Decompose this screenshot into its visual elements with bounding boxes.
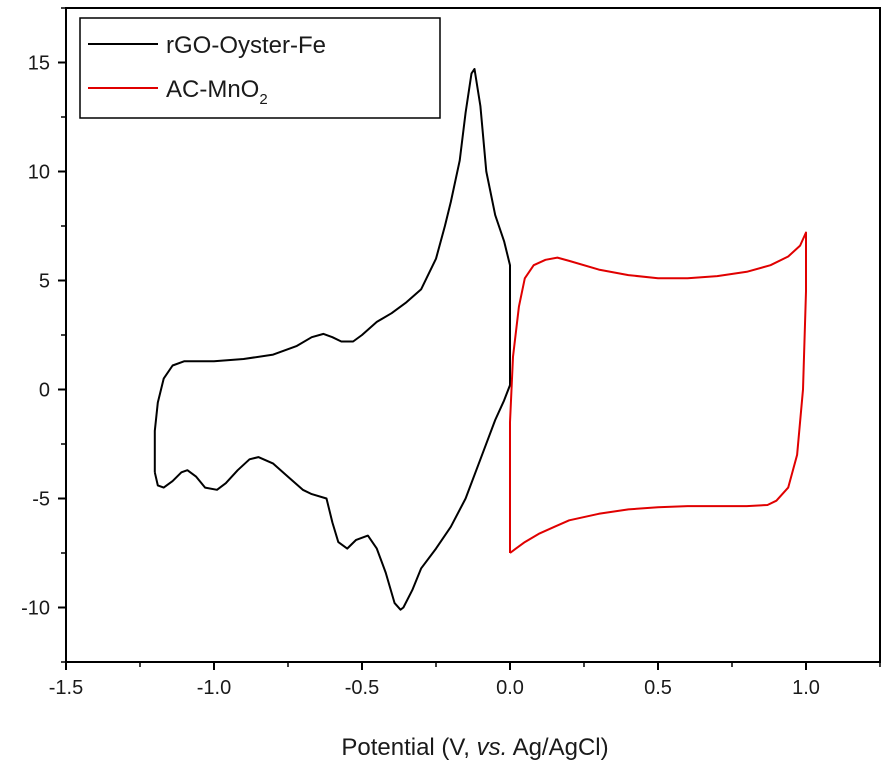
y-tick-label: 10 xyxy=(28,162,50,184)
y-tick-label: 0 xyxy=(39,380,50,402)
legend-subscript: 2 xyxy=(259,91,267,108)
x-axis-title: Potential (V, vs. Ag/AgCl) xyxy=(341,734,608,761)
x-tick-label: 0.5 xyxy=(644,677,672,699)
series-line-rgo-oyster-fe xyxy=(153,68,511,611)
y-tick-label: -10 xyxy=(21,598,50,620)
plot-layer xyxy=(153,68,807,611)
x-tick-label: 0.0 xyxy=(496,677,524,699)
y-tick-label: 15 xyxy=(28,53,50,75)
legend-label: rGO-Oyster-Fe xyxy=(166,32,326,59)
y-tick-label: 5 xyxy=(39,271,50,293)
x-tick-label: -0.5 xyxy=(345,677,379,699)
x-tick-label: -1.0 xyxy=(197,677,231,699)
y-tick-label: -5 xyxy=(32,489,50,511)
x-tick-label: 1.0 xyxy=(792,677,820,699)
legend-label: AC-MnO2 xyxy=(166,76,268,108)
x-tick-label: -1.5 xyxy=(49,677,83,699)
legend: rGO-Oyster-Fe AC-MnO2 xyxy=(79,17,441,119)
axes-layer: -1.5 -1.0 -0.5 0.0 0.5 1.0 -10 -5 0 5 10 15 xyxy=(21,7,881,699)
series-line-ac-mno xyxy=(509,231,807,554)
legend-box xyxy=(79,17,441,119)
